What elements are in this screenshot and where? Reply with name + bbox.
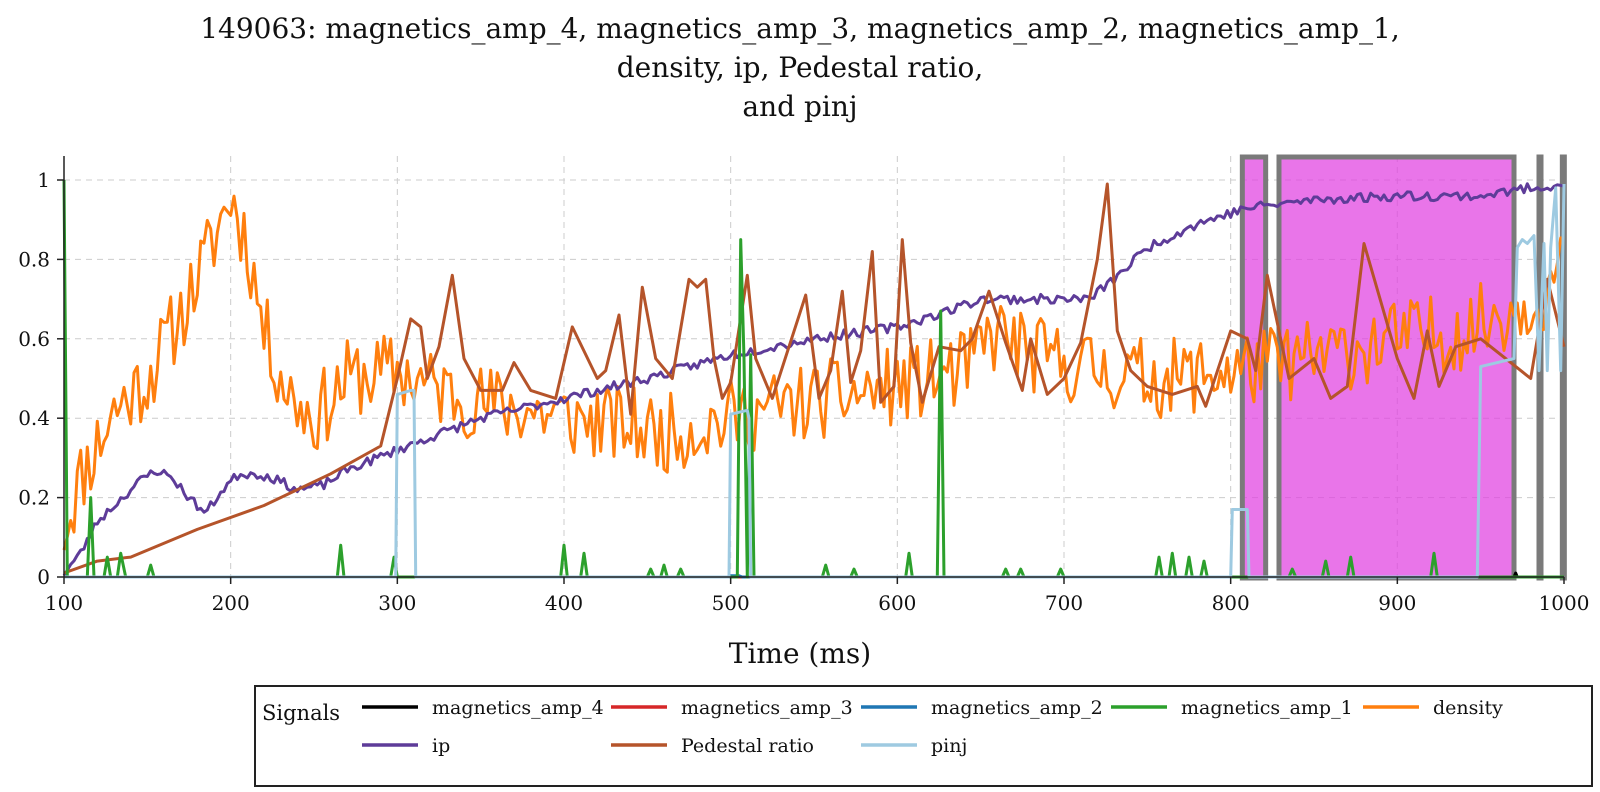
x-tick-label: 400 bbox=[545, 591, 583, 615]
x-tick-label: 1000 bbox=[1539, 591, 1590, 615]
x-tick-label: 800 bbox=[1212, 591, 1250, 615]
legend-label-density: density bbox=[1433, 697, 1503, 719]
legend-label-magnetics-amp-4: magnetics_amp_4 bbox=[432, 697, 604, 719]
legend-label-magnetics-amp-2: magnetics_amp_2 bbox=[931, 697, 1103, 719]
y-tick-label: 0.6 bbox=[18, 327, 50, 351]
x-tick-label: 100 bbox=[45, 591, 83, 615]
axes: 100 200 300 400 500 600 700 800 900 1000 0 0.2 0.4 0.… bbox=[18, 156, 1589, 615]
legend-label-pinj: pinj bbox=[931, 735, 967, 757]
chart-title-line-2: density, ip, Pedestal ratio, bbox=[617, 51, 984, 84]
x-tick-label: 200 bbox=[212, 591, 250, 615]
legend-label-ip: ip bbox=[432, 735, 450, 757]
x-tick-label: 500 bbox=[712, 591, 750, 615]
x-tick-label: 900 bbox=[1378, 591, 1416, 615]
legend: Signals magnetics_amp_4 magnetics_amp_3 ma… bbox=[254, 685, 1593, 787]
chart-title-line-3: and pinj bbox=[742, 90, 857, 123]
legend-box bbox=[254, 685, 1593, 787]
legend-label-magnetics-amp-3: magnetics_amp_3 bbox=[681, 697, 853, 719]
y-tick-label: 0.4 bbox=[18, 406, 50, 430]
y-tick-label: 1 bbox=[37, 168, 50, 192]
x-tick-label: 300 bbox=[378, 591, 416, 615]
y-tick-label: 0.8 bbox=[18, 247, 50, 271]
legend-label-pedestal-ratio: Pedestal ratio bbox=[681, 735, 814, 757]
x-axis-label: Time (ms) bbox=[729, 637, 871, 670]
y-tick-label: 0 bbox=[37, 565, 50, 589]
y-tick-label: 0.2 bbox=[18, 486, 50, 510]
chart-title-line-1: 149063: magnetics_amp_4, magnetics_amp_3… bbox=[200, 12, 1400, 45]
series-line-pedestal-ratio bbox=[63, 182, 1566, 575]
x-tick-label: 700 bbox=[1045, 591, 1083, 615]
legend-title: Signals bbox=[262, 701, 340, 725]
x-tick-label: 600 bbox=[878, 591, 916, 615]
legend-label-magnetics-amp-1: magnetics_amp_1 bbox=[1181, 697, 1353, 719]
